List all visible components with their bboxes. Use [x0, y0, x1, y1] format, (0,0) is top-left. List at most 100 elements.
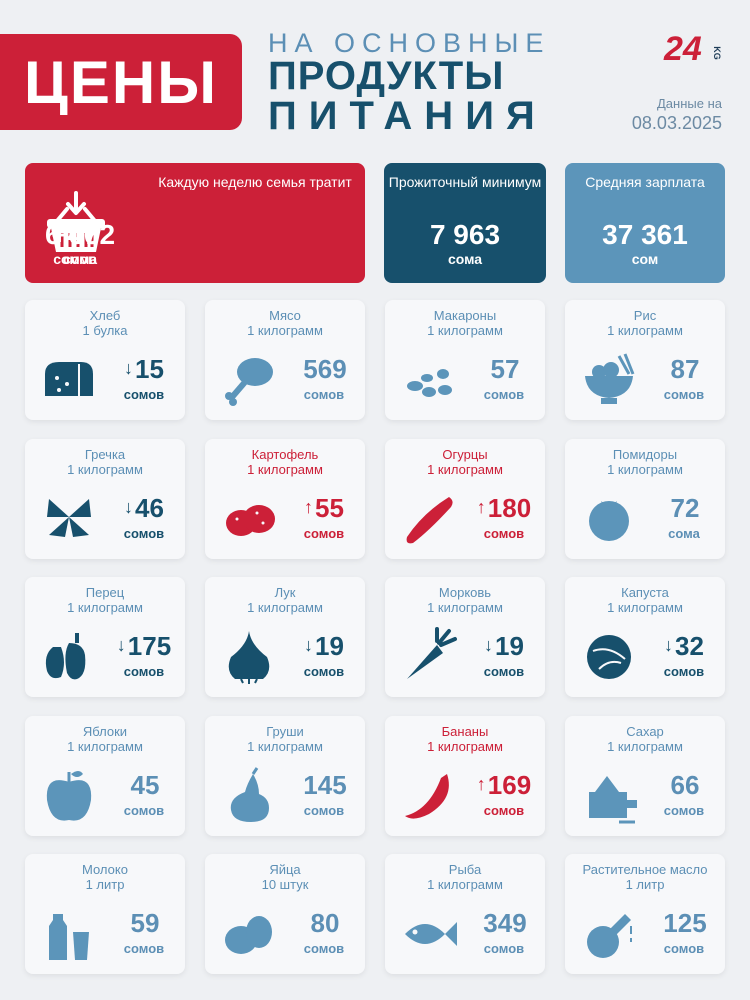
product-unit: 1 килограмм	[427, 600, 503, 615]
trend-arrow: ↓	[304, 635, 314, 655]
product-card: Лук 1 килограмм ↓19 сомов	[205, 577, 365, 697]
price-value: 569	[303, 354, 347, 384]
weekly-value: 6 062	[44, 219, 116, 250]
price-value: 19	[315, 631, 344, 661]
product-card: Капуста 1 килограмм ↓32 сомов	[565, 577, 725, 697]
product-price: 87	[643, 354, 725, 383]
price-box: 125 сомов	[643, 908, 725, 956]
product-unit: 1 литр	[625, 877, 665, 892]
title-line-1: НА ОСНОВНЫЕ	[268, 28, 551, 58]
salary-value: 37 361	[602, 219, 688, 250]
product-unit: 1 килограмм	[427, 877, 503, 892]
product-card: Растительное масло 1 литр 125 сомов	[565, 854, 725, 974]
logo-number: 24	[664, 30, 702, 68]
product-unit: 1 килограмм	[607, 600, 683, 615]
buckwheat-icon	[47, 499, 91, 537]
product-name: Рис	[633, 308, 657, 323]
price-value: 59	[130, 908, 160, 938]
product-name: Груши	[266, 724, 304, 739]
weekly-unit: сома	[62, 251, 98, 267]
product-currency: сомов	[663, 387, 705, 402]
product-currency: сомов	[483, 387, 525, 402]
product-unit: 1 килограмм	[427, 323, 503, 338]
product-unit: 1 килограмм	[607, 739, 683, 754]
product-name: Хлеб	[89, 308, 121, 323]
product-unit: 1 килограмм	[67, 462, 143, 477]
product-unit: 1 килограмм	[427, 462, 503, 477]
product-currency: сомов	[663, 664, 705, 679]
product-currency: сомов	[123, 526, 165, 541]
product-unit: 1 килограмм	[607, 462, 683, 477]
product-price: ↓19	[463, 631, 545, 660]
price-box: 349 сомов	[463, 908, 545, 956]
product-currency: сомов	[483, 803, 525, 818]
price-value: 57	[490, 354, 520, 384]
product-unit: 1 килограмм	[247, 600, 323, 615]
salary-label: Средняя зарплата	[585, 174, 705, 190]
milk-icon	[49, 914, 89, 960]
product-card: Сахар 1 килограмм 66 сомов	[565, 716, 725, 836]
product-unit: 1 булка	[82, 323, 128, 338]
price-value: 45	[130, 770, 160, 800]
cabbage-icon	[587, 635, 631, 679]
product-currency: сомов	[123, 941, 165, 956]
trend-arrow: ↓	[124, 497, 134, 517]
title-line-2: ПРОДУКТЫ	[268, 54, 505, 98]
product-card: Помидоры 1 килограмм 72 сома	[565, 439, 725, 559]
price-box: 45 сомов	[103, 770, 185, 818]
product-unit: 1 килограмм	[247, 323, 323, 338]
product-unit: 1 килограмм	[67, 600, 143, 615]
product-price: 145	[283, 770, 365, 799]
onion-icon	[228, 631, 270, 684]
product-price: ↑180	[463, 493, 545, 522]
product-card: Картофель 1 килограмм ↑55 сомов	[205, 439, 365, 559]
product-name: Растительное масло	[582, 862, 708, 877]
product-unit: 1 литр	[85, 877, 125, 892]
product-name: Молоко	[82, 862, 128, 877]
price-value: 87	[670, 354, 700, 384]
product-price: ↑55	[283, 493, 365, 522]
oil-icon	[587, 914, 632, 958]
price-value: 169	[487, 770, 532, 800]
living-minimum-panel: Прожиточный минимум 7 963 сома	[384, 163, 546, 283]
product-price: 349	[463, 908, 545, 937]
salary-unit: сом	[631, 251, 659, 267]
product-name: Макароны	[433, 308, 497, 323]
product-card: Хлеб 1 булка ↓15 сомов	[25, 300, 185, 420]
product-unit: 1 килограмм	[427, 739, 503, 754]
product-name: Гречка	[84, 447, 126, 462]
product-card: Мясо 1 килограмм 569 сомов	[205, 300, 365, 420]
weekly-label: Каждую неделю семья тратит	[158, 174, 352, 190]
product-currency: сомов	[123, 664, 165, 679]
product-currency: сомов	[663, 941, 705, 956]
price-value: 55	[315, 493, 344, 523]
product-name: Яйца	[269, 862, 301, 877]
product-price: ↓32	[643, 631, 725, 660]
trend-arrow: ↓	[124, 358, 134, 378]
meat-icon	[225, 358, 273, 406]
carrot-icon	[407, 627, 457, 679]
product-currency: сомов	[483, 941, 525, 956]
product-price: ↓175	[103, 631, 185, 660]
product-card: Бананы 1 килограмм ↑169 сомов	[385, 716, 545, 836]
average-salary-panel: Средняя зарплата 37 361 сом	[565, 163, 725, 283]
product-card: Макароны 1 килограмм 57 сомов	[385, 300, 545, 420]
price-value: 15	[135, 354, 164, 384]
product-name: Огурцы	[442, 447, 488, 462]
price-box: ↑55 сомов	[283, 493, 365, 541]
product-name: Сахар	[626, 724, 664, 739]
price-value: 80	[310, 908, 340, 938]
product-card: Яйца 10 штук 80 сомов	[205, 854, 365, 974]
product-price: 125	[643, 908, 725, 937]
product-card: Яблоки 1 килограмм 45 сомов	[25, 716, 185, 836]
price-box: 59 сомов	[103, 908, 185, 956]
price-box: ↓32 сомов	[643, 631, 725, 679]
sugar-icon	[589, 776, 637, 824]
price-value: 66	[670, 770, 700, 800]
product-price: ↓15	[103, 354, 185, 383]
date: 08.03.2025	[631, 113, 722, 133]
trend-arrow: ↓	[116, 635, 126, 655]
potato-icon	[226, 505, 275, 536]
bread-icon	[45, 362, 93, 396]
price-box: ↓15 сомов	[103, 354, 185, 402]
